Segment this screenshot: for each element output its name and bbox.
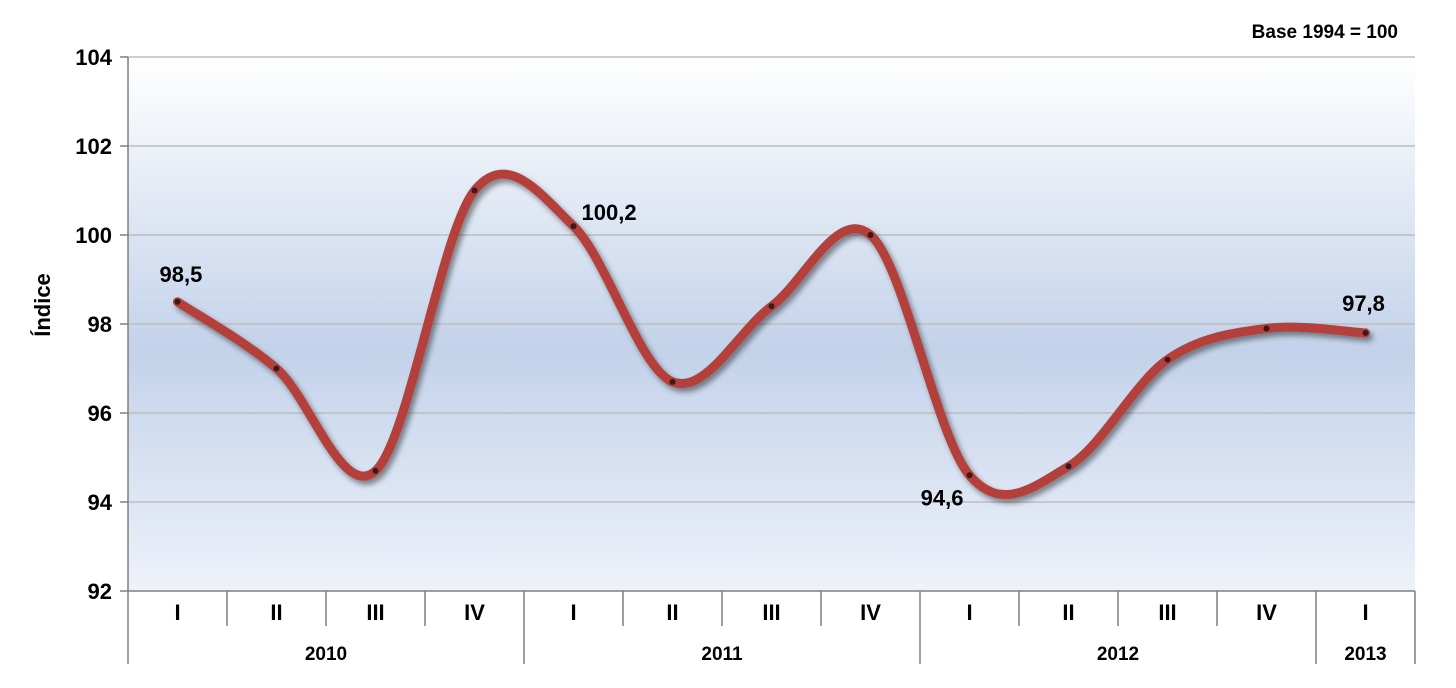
x-tick-label: IV	[464, 600, 485, 625]
data-label: 98,5	[160, 262, 203, 287]
x-tick-label: IV	[860, 600, 881, 625]
y-axis: 92 94 96 98 100 102 104	[75, 45, 129, 604]
data-label: 97,8	[1342, 291, 1385, 316]
x-tick-label: II	[1062, 600, 1074, 625]
data-point	[966, 472, 973, 479]
data-point	[669, 378, 676, 385]
y-tick-label: 104	[75, 45, 112, 70]
data-point	[273, 365, 280, 372]
data-point	[1362, 329, 1369, 336]
x-tick-label: III	[762, 600, 780, 625]
data-point	[570, 223, 577, 230]
year-label: 2010	[305, 644, 347, 665]
year-label: 2011	[701, 644, 743, 665]
y-tick-label: 100	[75, 223, 112, 248]
x-tick-label: I	[1362, 600, 1368, 625]
y-tick-label: 98	[88, 312, 112, 337]
x-tick-label: II	[666, 600, 678, 625]
gridlines	[128, 56, 1415, 503]
data-point	[768, 303, 775, 310]
base-note: Base 1994 = 100	[1252, 22, 1398, 43]
x-tick-label: III	[1158, 600, 1176, 625]
y-axis-title: Índice	[30, 273, 55, 337]
y-tick-label: 92	[88, 579, 112, 604]
data-point	[1164, 356, 1171, 363]
y-tick-label: 94	[88, 490, 113, 515]
data-label: 94,6	[921, 485, 964, 510]
x-tick-label: I	[174, 600, 180, 625]
year-label: 2013	[1344, 644, 1386, 665]
y-tick-label: 96	[88, 401, 112, 426]
x-tick-label: I	[966, 600, 972, 625]
data-point	[867, 232, 874, 238]
data-labels: 98,5 100,2 94,6 97,8	[160, 200, 1385, 510]
y-tick-label: 102	[75, 134, 112, 159]
x-tick-label: I	[570, 600, 576, 625]
data-point	[1065, 463, 1072, 470]
x-tick-label: II	[270, 600, 282, 625]
data-point	[174, 298, 181, 305]
series-group	[173, 169, 1370, 499]
data-label: 100,2	[582, 200, 637, 225]
x-tick-label: IV	[1256, 600, 1277, 625]
data-point	[1263, 325, 1270, 332]
x-tick-label: III	[366, 600, 384, 625]
year-label: 2012	[1097, 644, 1139, 665]
data-point	[372, 467, 379, 474]
data-point	[471, 187, 478, 194]
